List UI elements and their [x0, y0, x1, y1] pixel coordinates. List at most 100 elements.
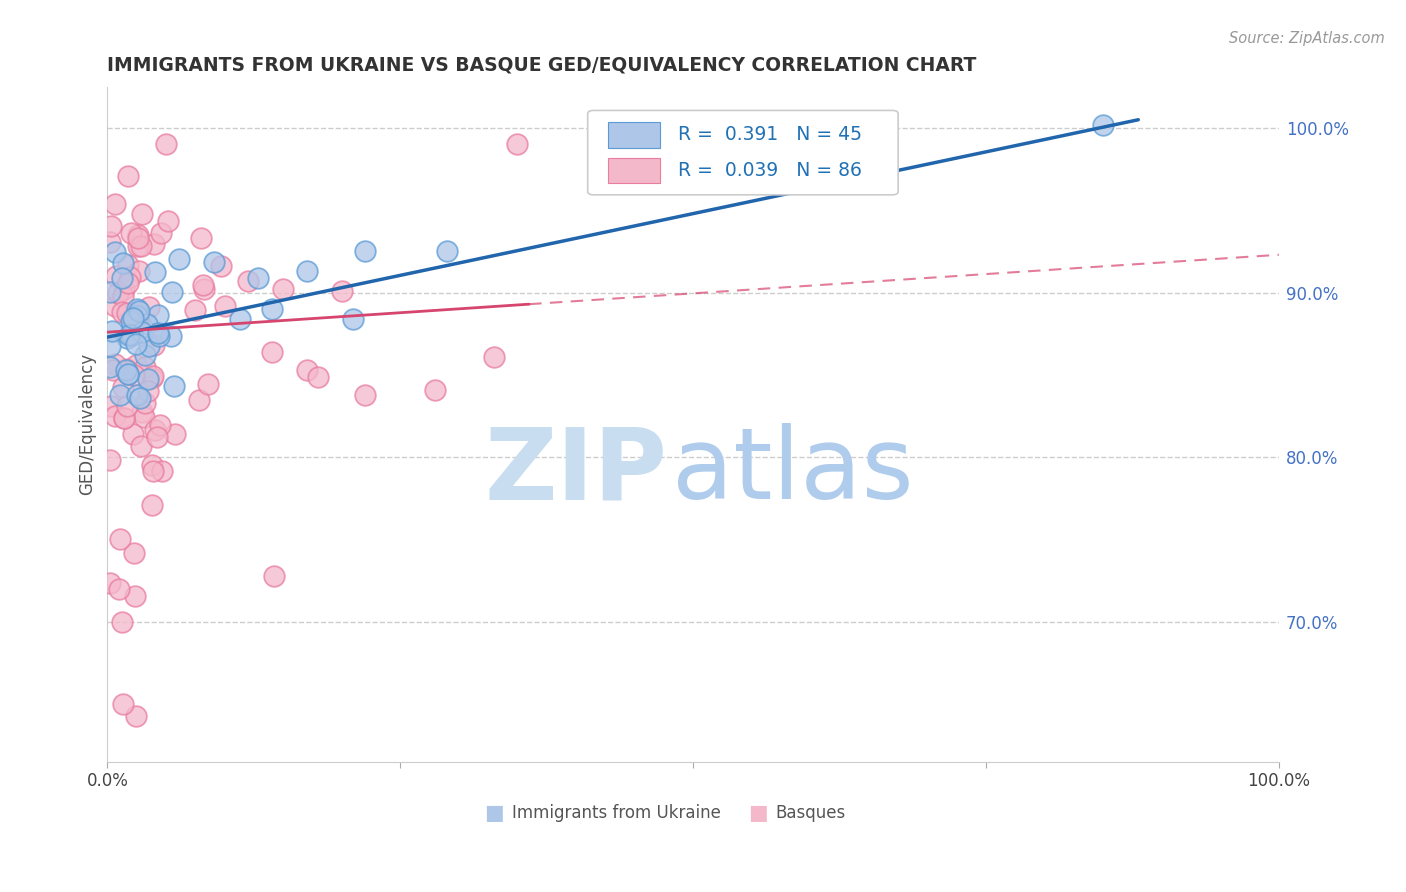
Point	[134, 360, 156, 375]
Point	[104, 197, 127, 211]
Point	[131, 239, 153, 253]
Point	[115, 362, 138, 376]
Y-axis label: GED/Equivalency: GED/Equivalency	[79, 353, 96, 495]
Point	[115, 331, 138, 345]
Point	[141, 499, 163, 513]
Point	[125, 336, 148, 351]
Point	[104, 409, 127, 423]
Point	[111, 698, 134, 712]
Point	[127, 307, 149, 321]
Point	[98, 339, 121, 353]
Point	[120, 270, 142, 285]
Point	[115, 362, 138, 376]
Point	[112, 410, 135, 425]
Point	[131, 405, 153, 419]
Point	[111, 615, 134, 629]
Point	[127, 231, 149, 245]
Point	[122, 311, 145, 326]
FancyBboxPatch shape	[607, 122, 661, 147]
Text: Basques: Basques	[775, 804, 845, 822]
Point	[506, 137, 529, 152]
FancyBboxPatch shape	[588, 111, 898, 194]
Point	[117, 367, 139, 381]
Point	[142, 463, 165, 477]
Text: R =  0.391   N = 45: R = 0.391 N = 45	[678, 125, 862, 145]
Point	[127, 312, 149, 326]
Point	[117, 258, 139, 272]
Point	[117, 399, 139, 413]
Point	[307, 370, 329, 384]
Point	[163, 427, 186, 442]
Point	[128, 303, 150, 318]
Point	[236, 274, 259, 288]
Point	[1092, 118, 1115, 132]
Point	[141, 370, 163, 384]
Point	[121, 316, 143, 330]
Point	[117, 368, 139, 382]
Point	[98, 235, 121, 249]
Point	[128, 264, 150, 278]
Point	[132, 410, 155, 425]
Point	[204, 254, 226, 268]
Text: ■: ■	[484, 803, 503, 822]
Point	[98, 285, 121, 299]
Point	[138, 339, 160, 353]
Point	[141, 458, 163, 472]
Point	[100, 399, 122, 413]
Point	[169, 252, 191, 267]
Point	[115, 306, 138, 320]
Point	[187, 392, 209, 407]
Point	[155, 137, 177, 152]
Point	[136, 317, 159, 331]
Point	[162, 285, 184, 299]
Point	[101, 324, 124, 338]
Text: ZIP: ZIP	[485, 423, 668, 520]
Point	[138, 300, 160, 314]
Point	[111, 305, 134, 319]
Point	[101, 362, 124, 376]
Point	[209, 260, 232, 274]
Point	[111, 379, 134, 393]
Point	[131, 207, 153, 221]
Point	[149, 227, 172, 241]
Point	[127, 301, 149, 316]
Point	[112, 282, 135, 296]
Point	[330, 284, 353, 298]
Point	[122, 315, 145, 329]
Point	[148, 326, 170, 340]
Text: Immigrants from Ukraine: Immigrants from Ukraine	[512, 804, 720, 822]
Point	[111, 271, 134, 285]
Point	[98, 575, 121, 590]
Point	[183, 302, 205, 317]
Point	[295, 264, 318, 278]
Point	[138, 372, 160, 386]
Point	[124, 590, 146, 604]
Point	[117, 327, 139, 342]
Point	[107, 286, 129, 301]
Point	[121, 328, 143, 343]
Point	[295, 363, 318, 377]
Point	[142, 368, 165, 383]
Point	[129, 439, 152, 453]
Point	[246, 271, 269, 285]
Point	[160, 328, 183, 343]
Point	[117, 276, 139, 290]
Point	[117, 169, 139, 183]
Point	[146, 309, 169, 323]
Point	[142, 338, 165, 352]
Point	[125, 388, 148, 402]
Point	[122, 546, 145, 560]
Point	[104, 245, 127, 260]
Point	[271, 282, 294, 296]
Point	[156, 214, 179, 228]
Point	[150, 464, 173, 478]
Point	[129, 391, 152, 405]
Text: atlas: atlas	[672, 423, 914, 520]
Point	[425, 383, 447, 397]
Point	[143, 236, 166, 251]
Point	[190, 231, 212, 245]
Point	[98, 452, 121, 467]
Point	[125, 709, 148, 723]
Text: IMMIGRANTS FROM UKRAINE VS BASQUE GED/EQUIVALENCY CORRELATION CHART: IMMIGRANTS FROM UKRAINE VS BASQUE GED/EQ…	[107, 55, 977, 74]
Point	[143, 423, 166, 437]
